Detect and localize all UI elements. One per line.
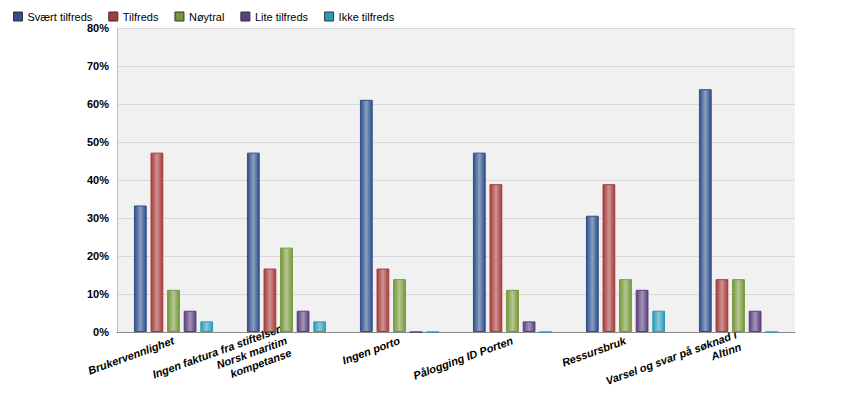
svg-text:Ikke tilfreds: Ikke tilfreds: [339, 11, 395, 23]
svg-text:70%: 70%: [87, 60, 109, 72]
svg-text:Ingen porto: Ingen porto: [341, 334, 402, 366]
svg-text:Ingen faktura fra stiftelsen: Ingen faktura fra stiftelsen: [150, 322, 285, 381]
svg-text:Tilfreds: Tilfreds: [123, 11, 159, 23]
svg-text:20%: 20%: [87, 250, 109, 262]
svg-text:Brukervennlighet: Brukervennlighet: [86, 334, 176, 377]
svg-text:Lite tilfreds: Lite tilfreds: [255, 11, 309, 23]
svg-text:40%: 40%: [87, 174, 109, 186]
svg-text:Nøytral: Nøytral: [189, 11, 224, 23]
svg-text:kompetanse: kompetanse: [229, 347, 293, 380]
svg-text:Altinn: Altinn: [708, 340, 743, 362]
svg-text:10%: 10%: [87, 288, 109, 300]
svg-text:Pålogging ID Porten: Pålogging ID Porten: [412, 334, 515, 381]
svg-text:30%: 30%: [87, 212, 109, 224]
svg-text:50%: 50%: [87, 136, 109, 148]
svg-text:Norsk maritim: Norsk maritim: [214, 334, 289, 371]
svg-text:Ressursbruk: Ressursbruk: [560, 334, 628, 369]
svg-text:Svært tilfreds: Svært tilfreds: [28, 11, 93, 23]
svg-text:60%: 60%: [87, 98, 109, 110]
svg-text:80%: 80%: [87, 22, 109, 34]
svg-text:0%: 0%: [93, 326, 109, 338]
svg-text:Varsel og svar på søknad i: Varsel og svar på søknad i: [604, 328, 739, 387]
